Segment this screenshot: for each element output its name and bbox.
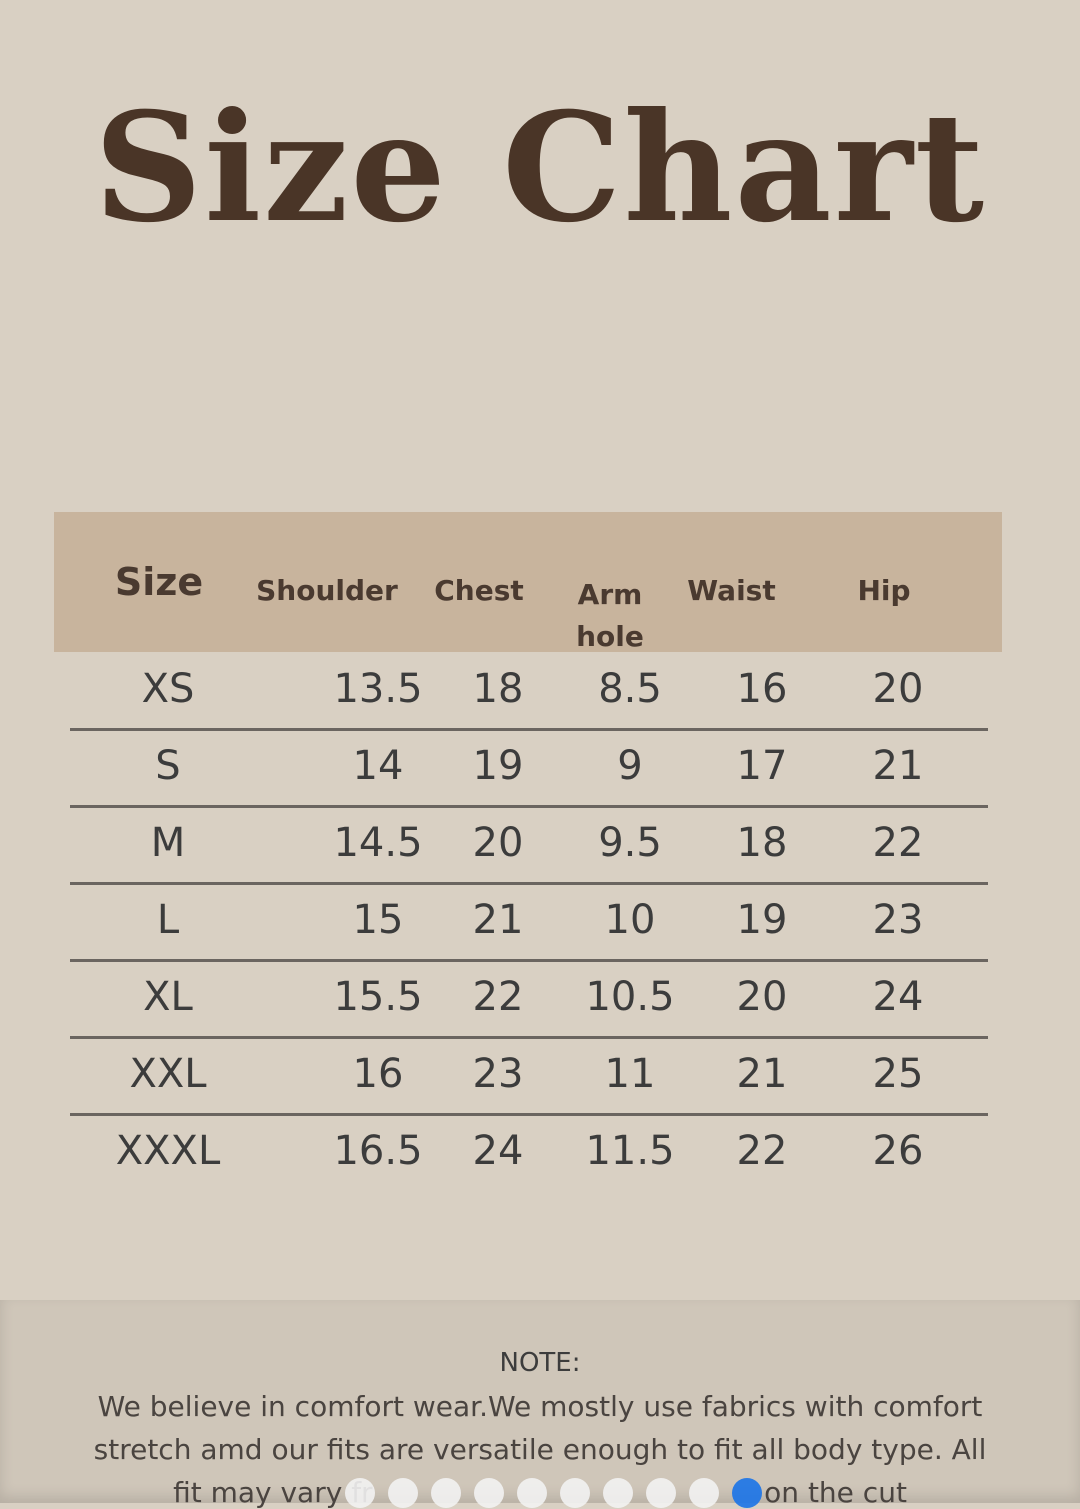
carousel-dot[interactable] [517,1478,547,1508]
table-row: XXL 16 23 11 21 25 [70,1037,988,1116]
carousel-indicator[interactable] [345,1478,762,1508]
cell-chest: 20 [472,820,524,866]
cell-chest: 21 [472,897,524,943]
table-row: XL 15.5 22 10.5 20 24 [70,960,988,1039]
cell-size: XL [143,974,193,1020]
cell-shoulder: 16 [352,1051,404,1097]
table-row: L 15 21 10 19 23 [70,883,988,962]
header-hip: Hip [857,574,911,607]
cell-hip: 25 [872,1051,924,1097]
cell-hip: 26 [872,1128,924,1174]
cell-size: XXXL [115,1128,221,1174]
cell-shoulder: 14.5 [333,820,423,866]
cell-size: XS [141,666,195,712]
cell-size: XXL [129,1051,207,1097]
cell-shoulder: 14 [352,743,404,789]
header-waist: Waist [687,574,776,607]
cell-hip: 21 [872,743,924,789]
cell-waist: 22 [736,1128,788,1174]
cell-chest: 24 [472,1128,524,1174]
cell-chest: 19 [472,743,524,789]
header-armhole: Arm hole [576,578,644,653]
cell-size: S [155,743,181,789]
cell-shoulder: 15.5 [333,974,423,1020]
table-row: M 14.5 20 9.5 18 22 [70,806,988,885]
cell-shoulder: 15 [352,897,404,943]
carousel-dot[interactable] [560,1478,590,1508]
cell-hip: 24 [872,974,924,1020]
cell-waist: 20 [736,974,788,1020]
cell-waist: 19 [736,897,788,943]
carousel-dot[interactable] [431,1478,461,1508]
header-shoulder: Shoulder [256,574,398,607]
cell-hip: 20 [872,666,924,712]
note-heading: NOTE: [499,1348,581,1378]
cell-armhole: 10.5 [585,974,675,1020]
cell-chest: 22 [472,974,524,1020]
cell-hip: 23 [872,897,924,943]
cell-armhole: 9 [617,743,643,789]
cell-size: M [150,820,186,866]
carousel-dot[interactable] [474,1478,504,1508]
cell-shoulder: 16.5 [333,1128,423,1174]
cell-chest: 23 [472,1051,524,1097]
table-row: XXXL 16.5 24 11.5 22 26 [70,1114,988,1190]
cell-chest: 18 [472,666,524,712]
size-table: Size Shoulder Chest Arm hole Waist Hip X… [54,512,1002,1174]
carousel-dot[interactable] [345,1478,375,1508]
note-line-2: stretch amd our fits are versatile enoug… [93,1433,987,1466]
carousel-dot[interactable] [732,1478,762,1508]
cell-waist: 21 [736,1051,788,1097]
cell-waist: 16 [736,666,788,712]
carousel-dot[interactable] [689,1478,719,1508]
cell-armhole: 10 [604,897,656,943]
header-size: Size [114,560,204,604]
cell-armhole: 9.5 [598,820,662,866]
cell-waist: 17 [736,743,788,789]
note-line-1: We believe in comfort wear.We mostly use… [97,1390,983,1423]
cell-armhole: 11 [604,1051,656,1097]
table-row: XS 13.5 18 8.5 16 20 [70,652,988,731]
page-title: Size Chart [93,80,987,256]
table-header: Size Shoulder Chest Arm hole Waist Hip [54,512,1002,653]
carousel-dot[interactable] [646,1478,676,1508]
cell-armhole: 8.5 [598,666,662,712]
cell-hip: 22 [872,820,924,866]
carousel-dot[interactable] [603,1478,633,1508]
carousel-dot[interactable] [388,1478,418,1508]
table-row: S 14 19 9 17 21 [70,729,988,808]
cell-size: L [156,897,180,943]
header-chest: Chest [434,574,524,607]
cell-armhole: 11.5 [585,1128,675,1174]
cell-shoulder: 13.5 [333,666,423,712]
note-section: NOTE: We believe in comfort wear.We most… [0,1300,1080,1509]
cell-waist: 18 [736,820,788,866]
